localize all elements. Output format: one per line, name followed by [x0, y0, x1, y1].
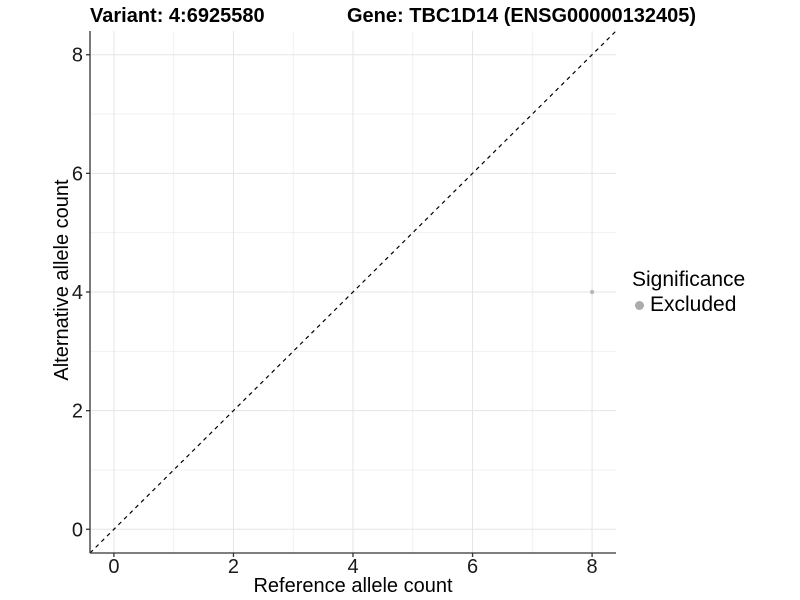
identity-line: [89, 30, 617, 554]
data-point: [589, 289, 595, 295]
legend-title: Significance: [632, 268, 746, 291]
legend: Significance Excluded: [632, 269, 745, 317]
plot-title-gene: Gene: TBC1D14 (ENSG00000132405): [347, 5, 697, 27]
y-tick-label: 0: [72, 519, 83, 541]
x-tick-label: 2: [228, 556, 239, 578]
y-tick-label: 6: [72, 163, 83, 185]
legend-items: Excluded: [632, 293, 745, 317]
legend-item: Excluded: [632, 293, 745, 317]
legend-item-label: Excluded: [650, 293, 737, 316]
x-tick-label: 4: [347, 556, 358, 578]
x-tick-label: 6: [467, 556, 478, 578]
plot-title-variant: Variant: 4:6925580: [90, 5, 265, 27]
y-axis-label: Alternative allele count: [51, 179, 73, 381]
x-tick-label: 0: [108, 556, 119, 578]
y-tick-label: 8: [72, 45, 83, 67]
y-tick-label: 2: [72, 401, 83, 423]
legend-point-icon: [635, 300, 644, 310]
x-tick-label: 8: [587, 556, 598, 578]
x-axis-label: Reference allele count: [253, 575, 453, 597]
y-tick-label: 4: [72, 282, 83, 304]
